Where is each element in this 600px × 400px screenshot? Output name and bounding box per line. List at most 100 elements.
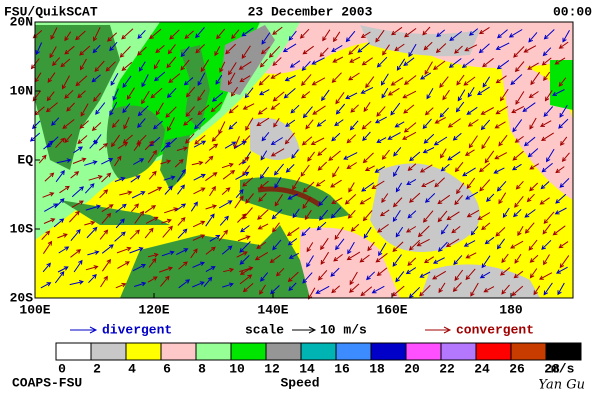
wind-arrow — [59, 185, 70, 194]
wind-arrow — [350, 104, 359, 113]
wind-arrow — [49, 46, 57, 59]
wind-arrow — [515, 180, 524, 190]
wind-arrow — [274, 176, 282, 189]
wind-arrow — [56, 158, 72, 164]
wind-arrow — [419, 284, 431, 297]
wind-arrow — [69, 280, 84, 286]
wind-arrow — [363, 226, 372, 239]
wind-arrow — [166, 56, 177, 69]
wind-arrow — [147, 252, 159, 258]
wind-vectors — [29, 26, 570, 300]
wind-arrow — [406, 178, 417, 186]
wind-arrow — [302, 196, 312, 210]
wind-arrow — [205, 246, 216, 255]
wind-arrow — [542, 47, 552, 57]
wind-arrow — [209, 185, 216, 197]
wind-arrow — [137, 29, 146, 39]
wind-arrow — [284, 75, 296, 82]
wind-arrow — [424, 107, 434, 116]
wind-arrow — [500, 88, 509, 102]
colorbar-cell — [90, 342, 127, 361]
colorbar-cell — [195, 342, 232, 361]
convergent-arrow — [443, 326, 452, 334]
wind-arrow — [348, 182, 355, 193]
wind-arrow — [272, 57, 282, 67]
wind-arrow — [54, 271, 65, 284]
colorbar-cell — [160, 342, 197, 361]
wind-arrow — [178, 261, 188, 270]
wind-arrow — [374, 116, 387, 124]
wind-arrow — [558, 41, 569, 49]
wind-arrow — [119, 46, 131, 58]
wind-arrow — [144, 140, 154, 151]
wind-arrow — [221, 245, 233, 255]
wind-arrow — [112, 88, 119, 101]
wind-arrow — [285, 119, 296, 127]
wind-arrow — [93, 92, 101, 102]
wind-arrow — [180, 46, 190, 58]
wind-arrow — [348, 72, 360, 81]
wind-arrow — [176, 146, 189, 151]
wind-arrow — [219, 61, 226, 73]
wind-arrow — [137, 46, 147, 56]
wind-arrow — [89, 139, 98, 149]
wind-arrow — [419, 164, 433, 173]
wind-arrow — [244, 87, 254, 99]
wind-arrow — [301, 91, 311, 99]
wind-arrow — [192, 234, 206, 241]
wind-arrow — [205, 266, 216, 273]
wind-arrow — [197, 104, 210, 116]
wind-arrow — [552, 89, 565, 96]
wind-arrow — [47, 72, 56, 83]
wind-arrow — [344, 194, 357, 205]
wind-arrow — [116, 246, 132, 254]
wind-arrow — [346, 134, 357, 144]
wind-arrow — [543, 211, 555, 224]
wind-arrow — [463, 240, 476, 247]
wind-arrow — [396, 58, 406, 71]
wind-arrow — [557, 282, 565, 296]
wind-arrow — [222, 169, 236, 180]
wind-arrow — [75, 75, 88, 87]
wind-arrow — [432, 60, 446, 71]
scale-arrow — [308, 326, 317, 334]
wind-arrow — [153, 120, 163, 130]
wind-arrow — [190, 201, 198, 212]
wind-arrow — [195, 44, 205, 54]
wind-arrow — [38, 154, 47, 164]
wind-arrow — [289, 60, 301, 68]
wind-arrow — [559, 105, 568, 118]
wind-arrow — [363, 102, 371, 113]
wind-arrow — [79, 58, 87, 71]
wind-arrow — [305, 119, 314, 130]
wind-arrow — [558, 241, 569, 249]
wind-arrow — [317, 147, 327, 156]
wind-arrow — [463, 76, 476, 86]
wind-arrow — [501, 284, 510, 295]
wind-arrow — [349, 120, 359, 131]
wind-arrow — [422, 147, 435, 154]
wind-arrow — [320, 251, 330, 265]
wind-arrow — [288, 252, 299, 259]
wind-arrow — [85, 265, 99, 271]
lon-label: 140E — [257, 302, 288, 317]
wind-arrow — [496, 180, 507, 192]
wind-arrow — [167, 44, 176, 55]
wind-arrow — [231, 29, 240, 40]
wind-arrow — [233, 141, 247, 150]
speed-band — [220, 25, 275, 95]
wind-arrow — [137, 118, 146, 128]
wind-arrow — [71, 186, 84, 198]
wind-arrow — [58, 246, 70, 254]
wind-arrow — [193, 173, 206, 181]
wind-arrow — [64, 133, 73, 144]
wind-arrow — [286, 227, 300, 236]
wind-arrow — [495, 42, 510, 50]
wind-arrow — [117, 142, 129, 149]
wind-arrow — [91, 74, 101, 83]
wind-arrow — [364, 165, 375, 171]
wind-arrow — [359, 254, 370, 263]
wind-arrow — [466, 209, 480, 218]
lat-label: 10S — [10, 221, 34, 236]
wind-arrow — [432, 270, 447, 280]
